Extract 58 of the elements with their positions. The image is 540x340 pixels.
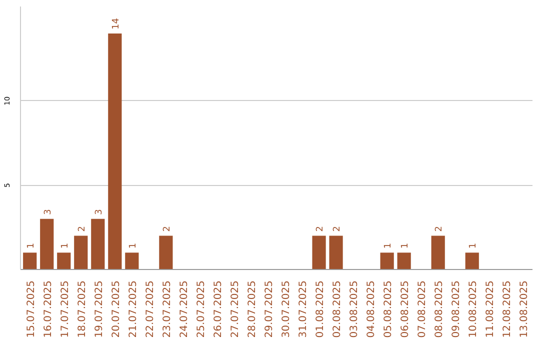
x-tick-label: 10.08.2025 xyxy=(468,280,480,338)
bar xyxy=(465,252,479,270)
data-label: 2 xyxy=(434,226,445,232)
data-label: 2 xyxy=(316,226,326,232)
bar xyxy=(329,236,343,270)
data-label: 1 xyxy=(384,242,394,249)
bar xyxy=(57,252,71,270)
bar xyxy=(40,218,54,270)
data-label: 14 xyxy=(111,18,122,30)
x-tick-label: 02.08.2025 xyxy=(332,280,344,338)
x-tick-label: 31.07.2025 xyxy=(298,280,310,338)
x-tick-label: 05.08.2025 xyxy=(383,280,394,338)
x-tick-label: 01.08.2025 xyxy=(315,280,326,338)
x-tick-label: 12.08.2025 xyxy=(502,280,514,338)
data-label: 2 xyxy=(77,226,88,232)
data-label: 3 xyxy=(43,209,54,215)
x-tick-label: 04.08.2025 xyxy=(366,280,378,338)
x-tick-label: 09.08.2025 xyxy=(451,280,462,338)
x-tick-label: 15.07.2025 xyxy=(26,280,37,338)
x-tick-label: 21.07.2025 xyxy=(128,280,139,338)
data-label: 1 xyxy=(128,242,138,249)
x-tick-label: 13.08.2025 xyxy=(519,280,530,338)
x-tick-label: 20.07.2025 xyxy=(110,280,122,338)
bar xyxy=(380,252,394,270)
x-tick-label: 06.08.2025 xyxy=(400,280,412,338)
x-tick-label: 22.07.2025 xyxy=(144,280,156,338)
x-tick-label: 27.07.2025 xyxy=(230,280,241,338)
x-tick-label: 08.08.2025 xyxy=(434,280,446,338)
bar xyxy=(125,252,139,270)
x-tick-label: 16.07.2025 xyxy=(42,280,54,338)
bar xyxy=(108,33,122,270)
x-tick-label: 26.07.2025 xyxy=(212,280,224,338)
x-tick-label: 29.07.2025 xyxy=(264,280,275,338)
x-tick-label: 18.07.2025 xyxy=(76,280,88,338)
x-tick-label: 28.07.2025 xyxy=(246,280,258,338)
x-tick-label: 19.07.2025 xyxy=(94,280,105,338)
x-tick-label: 30.07.2025 xyxy=(281,280,292,338)
data-label: 2 xyxy=(162,226,172,232)
bar xyxy=(23,252,37,270)
bar xyxy=(397,252,411,270)
x-tick-label: 17.07.2025 xyxy=(60,280,71,338)
x-tick-label: 11.08.2025 xyxy=(485,280,496,338)
data-label: 3 xyxy=(94,209,104,215)
data-label: 2 xyxy=(332,226,343,232)
data-label: 1 xyxy=(400,242,411,249)
x-tick-label: 25.07.2025 xyxy=(196,280,207,338)
x-tick-label: 07.08.2025 xyxy=(417,280,428,338)
bar xyxy=(312,236,326,270)
bar xyxy=(159,236,173,270)
bar xyxy=(91,218,105,270)
data-label: 1 xyxy=(26,242,36,249)
x-tick-label: 03.08.2025 xyxy=(349,280,360,338)
bar xyxy=(431,236,445,270)
bar xyxy=(74,236,88,270)
data-label: 1 xyxy=(468,242,479,249)
x-tick-label: 23.07.2025 xyxy=(162,280,173,338)
x-tick-label: 24.07.2025 xyxy=(178,280,190,338)
data-label: 1 xyxy=(60,242,70,249)
